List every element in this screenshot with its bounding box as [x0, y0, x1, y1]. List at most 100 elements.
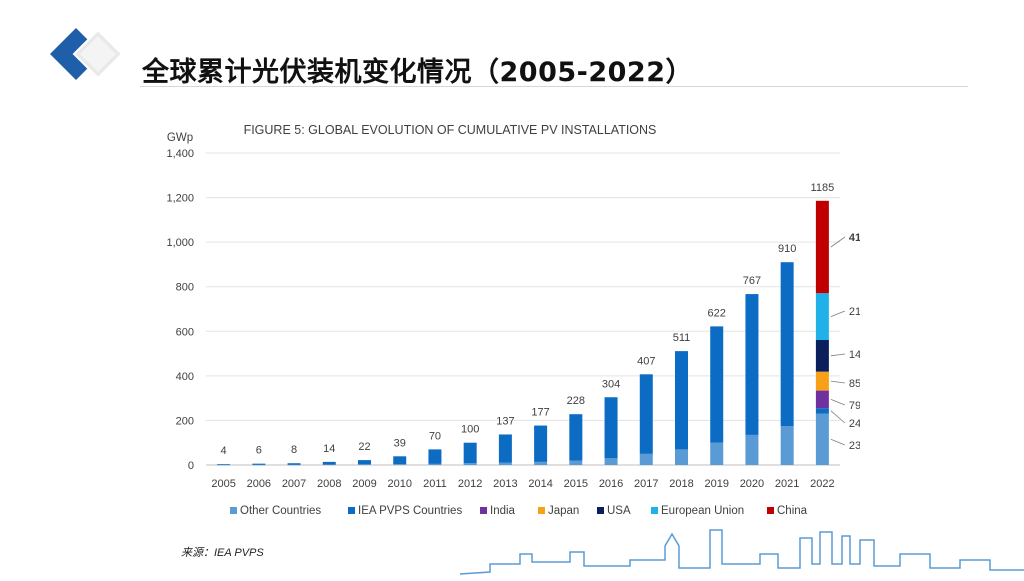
bar-2014-iea [534, 425, 548, 462]
segment-label-2022: 24 [849, 418, 860, 430]
legend-swatch [480, 507, 487, 514]
bar-2016-iea [604, 397, 618, 459]
total-label-2013: 137 [496, 415, 514, 427]
y-tick-label: 600 [176, 326, 194, 338]
y-tick-label: 1,000 [166, 237, 194, 249]
bar-2021-iea [780, 262, 794, 426]
x-tick-label: 2017 [634, 478, 658, 490]
bar-2009-iea [358, 460, 371, 465]
x-tick-label: 2016 [599, 478, 623, 490]
bar-2009-other [358, 464, 371, 465]
legend-swatch [597, 507, 604, 514]
bar-2017-iea [639, 374, 653, 454]
page-title: 全球累计光伏装机变化情况（2005-2022） [142, 57, 693, 88]
x-tick-label: 2015 [564, 478, 588, 490]
legend-label: USA [607, 505, 631, 517]
x-tick-label: 2018 [669, 478, 693, 490]
bar-2021-other [780, 426, 794, 465]
bar-2013-iea [498, 434, 512, 463]
segment-label-2022: 414.5 [849, 232, 860, 244]
bar-2015-other [569, 460, 583, 465]
x-tick-label: 2021 [775, 478, 799, 490]
y-tick-label: 1,200 [166, 193, 194, 205]
bar-2022-china [815, 200, 829, 294]
title-divider [140, 86, 968, 87]
legend-label: IEA PVPS Countries [358, 505, 462, 517]
x-tick-label: 2010 [387, 478, 411, 490]
bar-2012-other [463, 463, 477, 465]
x-tick-label: 2006 [247, 478, 271, 490]
bar-2022-other-countries [815, 413, 829, 465]
y-axis-label: GWp [167, 132, 193, 144]
bar-2019-other [710, 442, 724, 465]
bar-2020-other [745, 434, 759, 465]
y-tick-label: 1,400 [166, 148, 194, 160]
total-label-2018: 511 [673, 332, 691, 344]
segment-label-2022: 79 [849, 400, 860, 412]
bar-2006-other [252, 464, 266, 466]
total-label-2007: 8 [291, 444, 297, 456]
bar-2015-iea [569, 414, 583, 461]
total-label-2011: 70 [429, 430, 441, 442]
bar-2013-other [498, 462, 512, 465]
bar-2022-european-union [815, 293, 829, 340]
bar-2022-iea-pvps-countries [815, 408, 829, 414]
bar-2012-iea [463, 442, 477, 464]
bar-2008-other [322, 464, 336, 466]
bar-2007-other [287, 464, 301, 466]
total-label-2014: 177 [531, 407, 549, 419]
total-label-2012: 100 [461, 424, 479, 436]
legend-swatch [230, 507, 237, 514]
segment-label-2022: 85 [849, 378, 860, 390]
bar-2008-iea [322, 461, 336, 465]
total-label-2021: 910 [778, 243, 796, 255]
bar-2022-japan [815, 371, 829, 391]
x-tick-label: 2020 [740, 478, 764, 490]
bar-2005-iea [217, 464, 231, 465]
leader-line [830, 310, 846, 317]
bar-2011-iea [428, 449, 442, 464]
bar-2014-other [534, 461, 548, 465]
total-label-2009: 22 [358, 441, 370, 453]
bar-2011-other [428, 463, 442, 465]
y-tick-label: 400 [176, 371, 194, 383]
x-tick-label: 2014 [528, 478, 552, 490]
leader-line [830, 353, 845, 357]
bar-2018-other [675, 449, 688, 465]
segment-label-2022: 231 [849, 440, 860, 452]
bar-2018-iea [675, 351, 688, 450]
x-tick-label: 2013 [493, 478, 517, 490]
chart-title: FIGURE 5: GLOBAL EVOLUTION OF CUMULATIVE… [244, 123, 657, 137]
bar-2022-india [815, 390, 829, 409]
total-label-2016: 304 [602, 378, 620, 390]
y-tick-label: 800 [176, 282, 194, 294]
total-label-2008: 14 [323, 443, 335, 455]
total-label-2017: 407 [637, 355, 655, 367]
total-label-2022: 1185 [811, 182, 835, 194]
leader-line [830, 410, 846, 424]
x-tick-label: 2005 [211, 478, 235, 490]
legend-label: Other Countries [240, 505, 321, 517]
pv-installations-chart: FIGURE 5: GLOBAL EVOLUTION OF CUMULATIVE… [160, 112, 876, 529]
leader-line [830, 438, 846, 446]
total-label-2006: 6 [256, 445, 262, 457]
bar-2016-other [604, 458, 618, 465]
bar-2022-usa [815, 339, 829, 372]
total-label-2015: 228 [567, 395, 585, 407]
x-tick-label: 2009 [352, 478, 376, 490]
x-tick-label: 2007 [282, 478, 306, 490]
y-tick-label: 200 [176, 415, 194, 427]
total-label-2020: 767 [743, 275, 761, 287]
source-note: 来源：IEA PVPS [181, 547, 264, 559]
leader-line [830, 236, 846, 248]
bar-2005-other [217, 464, 231, 466]
total-label-2019: 622 [708, 307, 726, 319]
bar-2019-iea [710, 326, 724, 443]
x-tick-label: 2011 [423, 478, 447, 490]
bar-2010-other [393, 464, 407, 465]
segment-label-2022: 210 [849, 306, 860, 318]
diamond-logo-icon [40, 20, 140, 95]
leader-line [830, 380, 845, 384]
legend-label: European Union [661, 505, 744, 517]
legend-swatch [538, 507, 545, 514]
